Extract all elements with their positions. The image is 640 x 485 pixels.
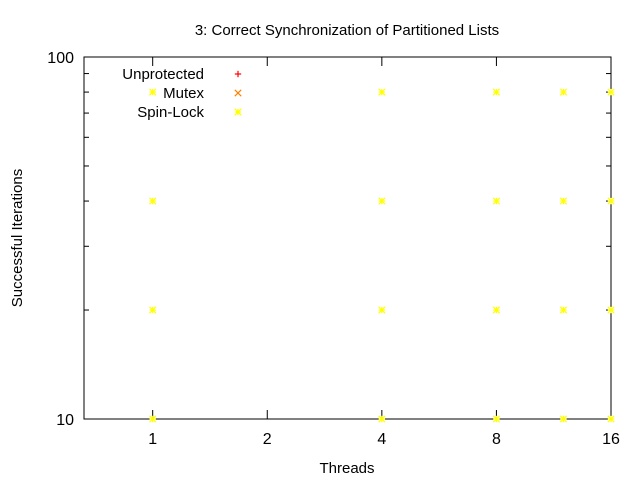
y-tick-label: 10 xyxy=(56,412,74,429)
legend-marker xyxy=(234,70,242,78)
data-point xyxy=(492,306,501,314)
y-axis-label: Successful Iterations xyxy=(9,169,26,307)
data-point xyxy=(149,88,157,96)
data-point xyxy=(149,415,157,423)
x-axis-label: Threads xyxy=(319,460,374,477)
data-point xyxy=(607,197,615,205)
y-tick-labels: 10 100 xyxy=(47,50,74,429)
data-point xyxy=(378,306,386,314)
data-point xyxy=(492,197,501,205)
data-point xyxy=(149,197,157,205)
plot-area xyxy=(83,56,612,420)
chart-title: 3: Correct Synchronization of Partitione… xyxy=(195,22,499,39)
data-point xyxy=(492,415,501,423)
x-tick-label: 8 xyxy=(492,431,501,448)
x-tick-label: 16 xyxy=(602,431,620,448)
x-tick-labels: 1 2 4 8 16 xyxy=(148,431,620,448)
x-tick-label: 2 xyxy=(263,431,272,448)
data-point xyxy=(607,88,615,96)
legend-marker xyxy=(234,89,242,97)
data-point xyxy=(607,415,615,423)
data-point xyxy=(607,306,615,314)
data-point xyxy=(559,197,568,205)
data-point xyxy=(378,88,386,96)
plot-border xyxy=(83,56,612,420)
legend-marker xyxy=(234,108,242,116)
legend: Unprotected Mutex Spin-Lock xyxy=(122,66,242,121)
data-point xyxy=(378,415,386,423)
legend-label: Mutex xyxy=(163,85,204,102)
legend-label: Spin-Lock xyxy=(137,104,204,121)
data-point xyxy=(378,197,386,205)
legend-label: Unprotected xyxy=(122,66,204,83)
data-point xyxy=(559,415,568,423)
data-point xyxy=(149,306,157,314)
data-point xyxy=(559,306,568,314)
data-points xyxy=(149,88,615,423)
x-tick-label: 4 xyxy=(377,431,386,448)
y-tick-label: 100 xyxy=(47,50,74,67)
x-tick-label: 1 xyxy=(148,431,157,448)
data-point xyxy=(492,88,501,96)
data-point xyxy=(559,88,568,96)
